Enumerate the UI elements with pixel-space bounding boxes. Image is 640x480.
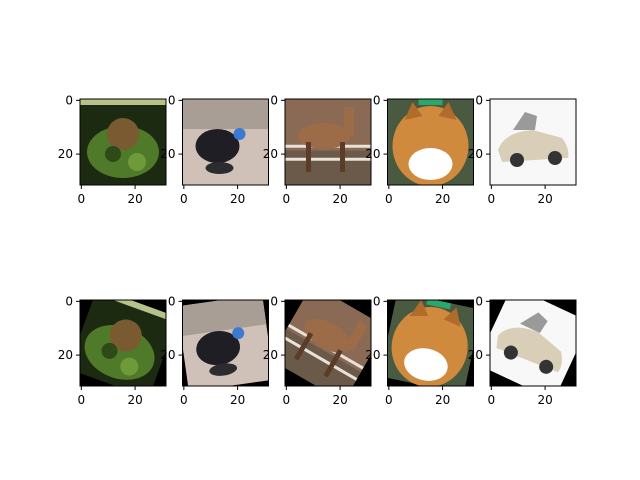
- x-tick-label: 20: [230, 192, 245, 206]
- x-tick-label: 0: [180, 393, 188, 407]
- y-tick-label: 20: [58, 147, 73, 161]
- x-tick-label: 0: [78, 192, 86, 206]
- image-panel-car-augmented: 0 0 20 20: [468, 294, 577, 407]
- x-tick-label: 20: [537, 393, 552, 407]
- y-tick-label: 20: [160, 147, 175, 161]
- image-panel-cat-original: 0 0 20 20: [365, 93, 474, 206]
- x-tick-label: 0: [488, 192, 496, 206]
- y-tick-label: 20: [365, 147, 380, 161]
- x-tick-label: 20: [230, 393, 245, 407]
- x-tick-label: 0: [180, 192, 188, 206]
- image-panel-car-original: 0 0 20 20: [468, 93, 577, 206]
- image-panel-bird-original: 0 0 20 20: [160, 93, 269, 206]
- y-tick-label: 0: [373, 294, 381, 308]
- x-tick-label: 20: [435, 192, 450, 206]
- y-tick-label: 0: [65, 294, 73, 308]
- y-tick-label: 0: [270, 93, 278, 107]
- y-tick-label: 0: [270, 294, 278, 308]
- y-tick-label: 20: [160, 348, 175, 362]
- axes-frame: [182, 299, 269, 387]
- image-panel-horse-original: 0 0 20 20: [263, 93, 372, 206]
- image-panel-horse-augmented: 0 0 20 20: [263, 294, 372, 407]
- y-tick-label: 20: [365, 348, 380, 362]
- x-tick-label: 20: [127, 192, 142, 206]
- y-tick-label: 20: [468, 348, 483, 362]
- y-tick-label: 0: [168, 294, 176, 308]
- x-tick-label: 0: [78, 393, 86, 407]
- axes-frame: [387, 299, 474, 387]
- x-tick-label: 20: [537, 192, 552, 206]
- y-tick-label: 20: [263, 147, 278, 161]
- axes-frame: [284, 299, 372, 387]
- image-panel-frog-augmented: 0 0 20 20: [58, 294, 167, 407]
- axes-frame: [489, 98, 577, 186]
- axes-frame: [387, 98, 474, 186]
- y-tick-label: 0: [168, 93, 176, 107]
- x-tick-label: 0: [488, 393, 496, 407]
- axes-frame: [182, 98, 269, 186]
- image-panel-cat-augmented: 0 0 20 20: [365, 294, 474, 407]
- image-panel-frog-original: 0 0 20 20: [58, 93, 167, 206]
- x-tick-label: 20: [435, 393, 450, 407]
- y-tick-label: 0: [65, 93, 73, 107]
- y-tick-label: 20: [58, 348, 73, 362]
- y-tick-label: 0: [373, 93, 381, 107]
- axes-frame: [79, 98, 167, 186]
- x-tick-label: 0: [283, 192, 291, 206]
- x-tick-label: 0: [385, 192, 393, 206]
- y-tick-label: 20: [468, 147, 483, 161]
- axes-frame: [284, 98, 372, 186]
- x-tick-label: 20: [332, 192, 347, 206]
- image-panel-bird-augmented: 0 0 20 20: [160, 294, 269, 407]
- x-tick-label: 0: [385, 393, 393, 407]
- x-tick-label: 0: [283, 393, 291, 407]
- x-tick-label: 20: [332, 393, 347, 407]
- axes-frame: [79, 299, 167, 387]
- x-tick-label: 20: [127, 393, 142, 407]
- axes-frame: [489, 299, 577, 387]
- y-tick-label: 20: [263, 348, 278, 362]
- y-tick-label: 0: [475, 93, 483, 107]
- y-tick-label: 0: [475, 294, 483, 308]
